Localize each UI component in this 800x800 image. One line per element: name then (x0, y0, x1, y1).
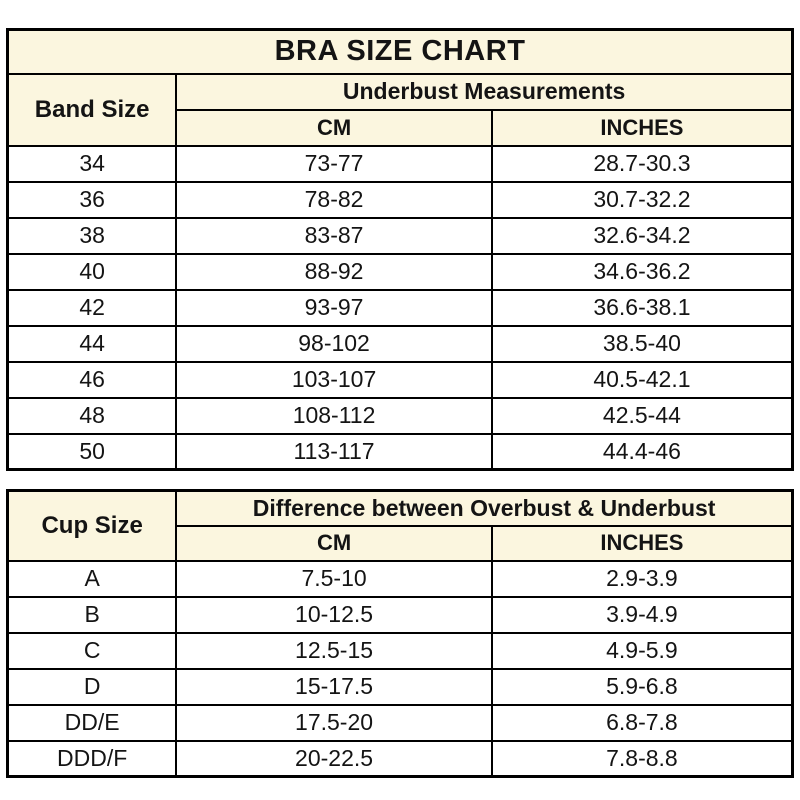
table-row: 42 93-97 36.6-38.1 (6, 288, 794, 327)
table-row: C 12.5-15 4.9-5.9 (6, 631, 794, 670)
inches-diff-cell: 2.9-3.9 (490, 559, 794, 598)
table-row: DDD/F 20-22.5 7.8-8.8 (6, 739, 794, 778)
chart-title: BRA SIZE CHART (6, 28, 794, 75)
cm-diff-cell: 20-22.5 (175, 739, 493, 778)
table-row: 50 113-117 44.4-46 (6, 432, 794, 471)
cm-range-cell: 78-82 (175, 180, 493, 219)
group-header-row: Cup Size Difference between Overbust & U… (6, 489, 794, 562)
band-size-cell: 36 (6, 180, 178, 219)
inches-range-cell: 30.7-32.2 (490, 180, 794, 219)
cm-diff-cell: 15-17.5 (175, 667, 493, 706)
table-row: B 10-12.5 3.9-4.9 (6, 595, 794, 634)
inches-range-cell: 40.5-42.1 (490, 360, 794, 399)
cm-range-cell: 88-92 (175, 252, 493, 291)
sub-header-row: CM INCHES (8, 108, 794, 147)
cm-range-cell: 83-87 (175, 216, 493, 255)
cm-range-cell: 113-117 (175, 432, 493, 471)
table-row: 36 78-82 30.7-32.2 (6, 180, 794, 219)
band-size-cell: 42 (6, 288, 178, 327)
inches-range-cell: 36.6-38.1 (490, 288, 794, 327)
cm-diff-cell: 12.5-15 (175, 631, 493, 670)
cup-size-header: Cup Size (6, 489, 178, 562)
cm-header: CM (175, 524, 493, 562)
table-row: 44 98-102 38.5-40 (6, 324, 794, 363)
title-row: BRA SIZE CHART (6, 28, 794, 75)
cup-size-cell: A (6, 559, 178, 598)
band-size-cell: 44 (6, 324, 178, 363)
cm-range-cell: 108-112 (175, 396, 493, 435)
cm-range-cell: 98-102 (175, 324, 493, 363)
band-size-cell: 46 (6, 360, 178, 399)
band-size-cell: 34 (6, 144, 178, 183)
inches-diff-cell: 7.8-8.8 (490, 739, 794, 778)
inches-range-cell: 28.7-30.3 (490, 144, 794, 183)
cm-diff-cell: 17.5-20 (175, 703, 493, 742)
group-header-row: Band Size Underbust Measurements (6, 72, 794, 147)
cm-range-cell: 103-107 (175, 360, 493, 399)
table-row: 48 108-112 42.5-44 (6, 396, 794, 435)
cup-size-cell: DDD/F (6, 739, 178, 778)
inches-range-cell: 32.6-34.2 (490, 216, 794, 255)
inches-range-cell: 44.4-46 (490, 432, 794, 471)
inches-diff-cell: 4.9-5.9 (490, 631, 794, 670)
inches-diff-cell: 6.8-7.8 (490, 703, 794, 742)
inches-header: INCHES (490, 524, 794, 562)
inches-range-cell: 42.5-44 (490, 396, 794, 435)
band-size-table: BRA SIZE CHART Band Size Underbust Measu… (6, 28, 794, 471)
inches-diff-cell: 5.9-6.8 (490, 667, 794, 706)
cup-size-cell: C (6, 631, 178, 670)
table-row: D 15-17.5 5.9-6.8 (6, 667, 794, 706)
band-size-cell: 50 (6, 432, 178, 471)
cup-size-cell: DD/E (6, 703, 178, 742)
band-size-cell: 40 (6, 252, 178, 291)
sub-header-row: CM INCHES (8, 524, 794, 562)
difference-header: Difference between Overbust & Underbust (175, 489, 794, 527)
table-row: DD/E 17.5-20 6.8-7.8 (6, 703, 794, 742)
cm-range-cell: 73-77 (175, 144, 493, 183)
cm-diff-cell: 7.5-10 (175, 559, 493, 598)
cup-size-table: Cup Size Difference between Overbust & U… (6, 489, 794, 778)
table-row: 34 73-77 28.7-30.3 (6, 144, 794, 183)
cm-range-cell: 93-97 (175, 288, 493, 327)
cm-header: CM (175, 108, 493, 147)
inches-range-cell: 38.5-40 (490, 324, 794, 363)
table-row: 46 103-107 40.5-42.1 (6, 360, 794, 399)
underbust-measurements-header: Underbust Measurements (175, 72, 794, 111)
band-size-cell: 48 (6, 396, 178, 435)
inches-range-cell: 34.6-36.2 (490, 252, 794, 291)
table-row: 38 83-87 32.6-34.2 (6, 216, 794, 255)
table-row: 40 88-92 34.6-36.2 (6, 252, 794, 291)
cup-size-cell: B (6, 595, 178, 634)
table-row: A 7.5-10 2.9-3.9 (6, 559, 794, 598)
cm-diff-cell: 10-12.5 (175, 595, 493, 634)
inches-diff-cell: 3.9-4.9 (490, 595, 794, 634)
band-size-header: Band Size (6, 72, 178, 147)
inches-header: INCHES (490, 108, 794, 147)
band-size-cell: 38 (6, 216, 178, 255)
cup-size-cell: D (6, 667, 178, 706)
